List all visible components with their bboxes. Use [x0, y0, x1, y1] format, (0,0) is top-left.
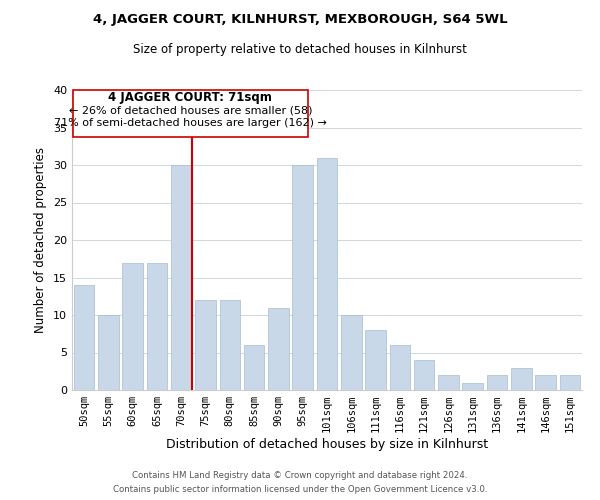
- Bar: [317, 158, 337, 390]
- Bar: [463, 382, 483, 390]
- Bar: [122, 262, 143, 390]
- Bar: [268, 308, 289, 390]
- Bar: [146, 262, 167, 390]
- Y-axis label: Number of detached properties: Number of detached properties: [34, 147, 47, 333]
- Bar: [438, 375, 459, 390]
- Text: 71% of semi-detached houses are larger (162) →: 71% of semi-detached houses are larger (…: [54, 118, 327, 128]
- Bar: [365, 330, 386, 390]
- Bar: [74, 285, 94, 390]
- Bar: [220, 300, 240, 390]
- Bar: [560, 375, 580, 390]
- Bar: [414, 360, 434, 390]
- Bar: [73, 90, 308, 136]
- Text: 4, JAGGER COURT, KILNHURST, MEXBOROUGH, S64 5WL: 4, JAGGER COURT, KILNHURST, MEXBOROUGH, …: [92, 12, 508, 26]
- Text: Contains HM Land Registry data © Crown copyright and database right 2024.: Contains HM Land Registry data © Crown c…: [132, 472, 468, 480]
- Bar: [244, 345, 265, 390]
- Bar: [171, 165, 191, 390]
- Bar: [535, 375, 556, 390]
- Bar: [487, 375, 508, 390]
- Bar: [195, 300, 216, 390]
- Bar: [292, 165, 313, 390]
- Bar: [341, 315, 362, 390]
- Text: Contains public sector information licensed under the Open Government Licence v3: Contains public sector information licen…: [113, 484, 487, 494]
- Text: ← 26% of detached houses are smaller (58): ← 26% of detached houses are smaller (58…: [68, 106, 312, 116]
- Bar: [389, 345, 410, 390]
- Text: 4 JAGGER COURT: 71sqm: 4 JAGGER COURT: 71sqm: [109, 91, 272, 104]
- Bar: [98, 315, 119, 390]
- Bar: [511, 368, 532, 390]
- X-axis label: Distribution of detached houses by size in Kilnhurst: Distribution of detached houses by size …: [166, 438, 488, 451]
- Text: Size of property relative to detached houses in Kilnhurst: Size of property relative to detached ho…: [133, 42, 467, 56]
